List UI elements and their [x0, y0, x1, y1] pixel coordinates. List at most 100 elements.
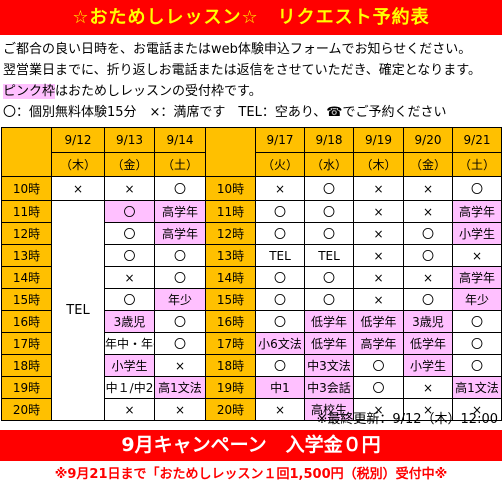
slot-cell[interactable]: 〇 — [104, 222, 155, 245]
date-cell: 9/17 — [255, 127, 305, 153]
slot-cell[interactable]: 高1文法 — [154, 376, 206, 399]
slot-cell[interactable]: × — [353, 288, 404, 311]
time-label: 13時 — [205, 244, 256, 267]
legend-line: 〇：個別無料体験15分 ×：満席です TEL：空あり、☎でご予約ください — [3, 105, 447, 120]
slot-cell[interactable]: 〇 — [154, 266, 206, 289]
slot-cell[interactable]: × — [452, 244, 502, 267]
slot-cell[interactable]: × — [255, 176, 305, 201]
slot-cell[interactable]: 高1文法 — [452, 376, 502, 399]
weekday-cell: （木） — [51, 152, 105, 177]
slot-cell[interactable]: × — [452, 398, 502, 421]
slot-cell[interactable]: 小6文法 — [255, 332, 305, 355]
slot-cell[interactable]: 3歳児 — [104, 310, 155, 333]
date-cell: 9/14 — [154, 127, 206, 153]
time-row: 13時〇〇 13時 TEL TEL × 〇 × — [1, 244, 502, 267]
slot-cell[interactable]: 高校生 — [304, 398, 354, 421]
time-label: 14時 — [1, 266, 52, 289]
slot-cell[interactable]: 〇 — [452, 354, 502, 377]
slot-cell[interactable]: 〇 — [452, 310, 502, 333]
slot-cell[interactable]: × — [353, 200, 404, 223]
slot-cell[interactable]: 〇 — [154, 332, 206, 355]
slot-cell[interactable]: 〇 — [304, 200, 354, 223]
slot-cell[interactable]: × — [353, 266, 404, 289]
slot-cell[interactable]: 〇 — [304, 176, 354, 201]
slot-cell[interactable]: 低学年 — [304, 310, 354, 333]
slot-cell[interactable]: TEL — [255, 244, 305, 267]
slot-cell[interactable]: 低学年 — [403, 332, 453, 355]
slot-cell[interactable]: TEL — [304, 244, 354, 267]
slot-cell[interactable]: 中1 — [255, 376, 305, 399]
slot-cell[interactable]: × — [104, 266, 155, 289]
slot-cell[interactable]: 〇 — [353, 354, 404, 377]
slot-cell[interactable]: × — [353, 244, 404, 267]
slot-cell[interactable]: 中3文法 — [304, 354, 354, 377]
weekday-cell: （火） — [255, 152, 305, 177]
slot-cell[interactable]: 高学年 — [154, 200, 206, 223]
slot-cell[interactable]: × — [403, 176, 453, 201]
slot-cell[interactable]: × — [51, 176, 105, 201]
slot-cell[interactable]: 〇 — [452, 332, 502, 355]
time-label: 14時 — [205, 266, 256, 289]
date-cell: 9/19 — [353, 127, 404, 153]
slot-cell[interactable]: 小学生 — [452, 222, 502, 245]
slot-cell[interactable]: 〇 — [353, 376, 404, 399]
corner-cell — [1, 127, 52, 177]
slot-cell-tel[interactable]: TEL — [51, 200, 105, 421]
time-label: 18時 — [1, 354, 52, 377]
weekday-cell: （金） — [104, 152, 155, 177]
slot-cell[interactable]: 〇 — [403, 244, 453, 267]
slot-cell[interactable]: 〇 — [255, 200, 305, 223]
pink-slot-legend: ピンク枠 — [3, 84, 56, 99]
slot-cell[interactable]: × — [353, 176, 404, 201]
slot-cell[interactable]: × — [104, 176, 155, 201]
time-label: 10時 — [205, 176, 256, 201]
slot-cell[interactable]: 〇 — [255, 288, 305, 311]
slot-cell[interactable]: × — [255, 398, 305, 421]
slot-cell[interactable]: 〇 — [304, 266, 354, 289]
time-label: 15時 — [205, 288, 256, 311]
slot-cell[interactable]: 〇 — [304, 288, 354, 311]
slot-cell[interactable]: 低学年 — [304, 332, 354, 355]
slot-cell[interactable]: × — [104, 398, 155, 421]
slot-cell[interactable]: 高学年 — [452, 266, 502, 289]
slot-cell[interactable]: × — [403, 376, 453, 399]
slot-cell[interactable]: × — [353, 222, 404, 245]
slot-cell[interactable]: 中3会話 — [304, 376, 354, 399]
slot-cell[interactable]: 〇 — [104, 200, 155, 223]
slot-cell[interactable]: 高学年 — [154, 222, 206, 245]
slot-cell[interactable]: × — [154, 398, 206, 421]
slot-cell[interactable]: 〇 — [304, 222, 354, 245]
slot-cell[interactable]: 〇 — [104, 288, 155, 311]
slot-cell[interactable]: 〇 — [255, 222, 305, 245]
header-row-days: （木） （金） （土） （火） （水） （木） （金） （土） — [2, 152, 502, 177]
time-row: 20時 × × 20時 × 高校生 × × × — [1, 398, 502, 421]
slot-cell[interactable]: 〇 — [154, 310, 206, 333]
slot-cell[interactable]: × — [154, 354, 206, 377]
slot-cell[interactable]: 〇 — [255, 354, 305, 377]
time-label: 16時 — [205, 310, 256, 333]
slot-cell[interactable]: 高学年 — [452, 200, 502, 223]
slot-cell[interactable]: 小学生 — [403, 354, 453, 377]
slot-cell[interactable]: 〇 — [154, 176, 206, 201]
slot-cell[interactable]: 低学年 — [353, 310, 404, 333]
slot-cell[interactable]: 高学年 — [353, 332, 404, 355]
slot-cell[interactable]: 〇 — [403, 222, 453, 245]
time-label: 17時 — [205, 332, 256, 355]
slot-cell[interactable]: 小学生 — [104, 354, 155, 377]
campaign-note: ※9月21日まで「おためしレッスン１回1,500円（税別）受付中※ — [54, 467, 448, 482]
slot-cell[interactable]: 〇 — [255, 266, 305, 289]
slot-cell[interactable]: 年少 — [452, 288, 502, 311]
slot-cell[interactable]: 年少 — [154, 288, 206, 311]
slot-cell[interactable]: 〇 — [403, 288, 453, 311]
slot-cell[interactable]: 3歳児 — [403, 310, 453, 333]
time-label: 20時 — [205, 398, 256, 421]
slot-cell[interactable]: × — [403, 200, 453, 223]
slot-cell[interactable]: 中１/中2 — [104, 376, 155, 399]
slot-cell[interactable]: 〇 — [452, 176, 502, 201]
time-row: 14時 × 〇 14時〇〇 × × 高学年 — [1, 266, 502, 289]
slot-cell[interactable]: 年中・年長 — [104, 332, 155, 355]
slot-cell[interactable]: 〇 — [154, 244, 206, 267]
slot-cell[interactable]: 〇 — [255, 310, 305, 333]
slot-cell[interactable]: 〇 — [104, 244, 155, 267]
slot-cell[interactable]: × — [403, 266, 453, 289]
